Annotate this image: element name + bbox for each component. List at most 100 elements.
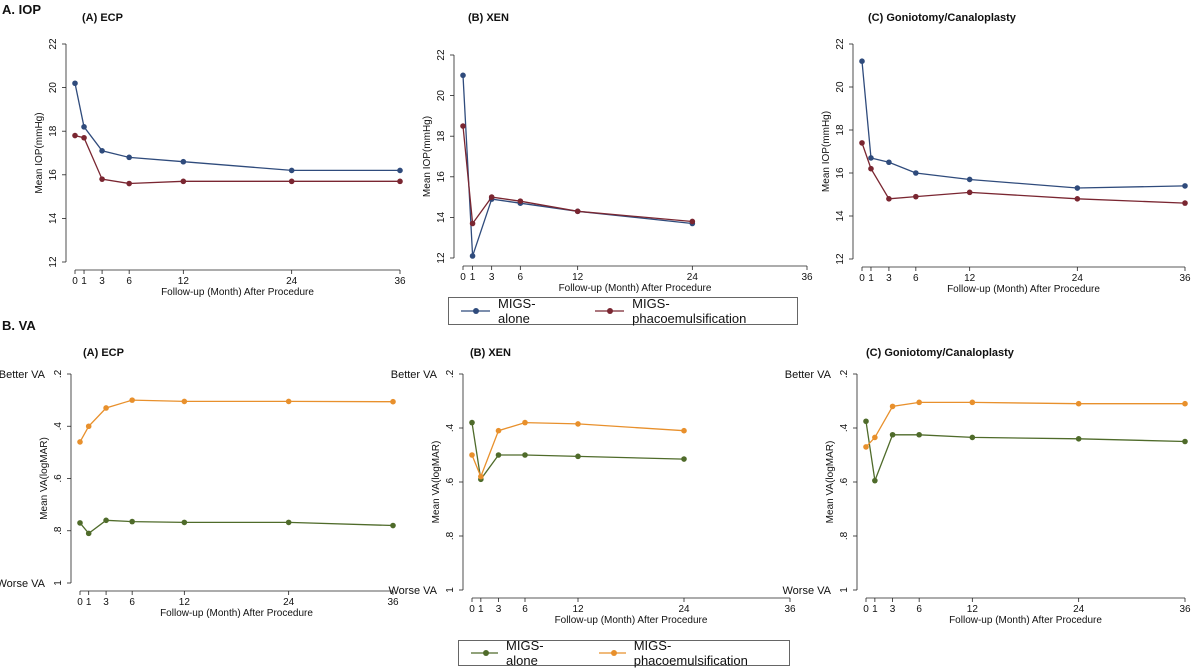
data-point	[488, 194, 495, 200]
x-tick-label: 1	[872, 604, 878, 615]
legend-item-migs-alone: MIGS-alone	[471, 638, 569, 668]
x-tick-label: 3	[890, 604, 896, 615]
data-point	[469, 253, 476, 259]
legend-iop: MIGS-alone MIGS-phacoemulsification	[448, 296, 798, 326]
data-point	[859, 58, 865, 64]
series-line	[861, 61, 1186, 189]
x-tick-label: 6	[913, 273, 919, 284]
x-tick-label: 36	[1179, 273, 1191, 284]
x-tick-label: 6	[522, 604, 528, 615]
x-tick-label: 36	[387, 597, 399, 608]
data-point	[522, 419, 528, 426]
worse-va-label: Worse VA	[389, 585, 438, 597]
series-line	[462, 75, 693, 257]
legend-item-migs-alone: MIGS-alone	[461, 296, 565, 326]
better-va-label: Better VA	[0, 369, 46, 381]
y-tick-label: .8	[53, 526, 64, 535]
data-point	[689, 218, 696, 225]
data-point	[863, 418, 869, 425]
x-tick-label: 0	[72, 276, 78, 287]
x-tick-label: 3	[496, 604, 502, 615]
x-tick-label: 12	[179, 597, 191, 608]
data-point	[969, 399, 976, 406]
data-point	[180, 158, 187, 165]
y-tick-label: 16	[48, 169, 59, 181]
y-axis-label: Mean VA(logMAR)	[431, 441, 442, 524]
y-tick-label: 14	[835, 210, 846, 222]
x-tick-label: 12	[572, 604, 584, 615]
data-point	[180, 178, 187, 185]
data-point	[126, 180, 132, 187]
y-tick-label: 18	[48, 125, 59, 137]
data-point	[868, 155, 874, 161]
data-point	[1182, 183, 1188, 189]
x-tick-label: 36	[1179, 604, 1191, 615]
x-tick-label: 36	[394, 276, 406, 287]
y-tick-label: .6	[445, 477, 456, 486]
x-tick-label: 0	[460, 272, 466, 283]
x-tick-label: 3	[103, 597, 109, 608]
y-tick-label: 12	[436, 252, 447, 264]
data-point	[390, 522, 396, 529]
data-point	[469, 452, 475, 458]
x-tick-label: 24	[678, 604, 690, 615]
data-point	[495, 452, 502, 458]
data-point	[495, 427, 502, 434]
x-axis-label: Follow-up (Month) After Procedure	[559, 283, 712, 294]
data-point	[681, 427, 687, 434]
y-tick-label: .4	[53, 422, 64, 431]
series-line	[861, 142, 1186, 204]
x-tick-label: 36	[784, 604, 796, 615]
y-tick-label: 16	[835, 167, 846, 179]
data-point	[872, 434, 878, 441]
better-va-label: Better VA	[785, 369, 832, 381]
x-tick-label: 0	[469, 604, 475, 615]
data-point	[868, 165, 874, 172]
y-tick-label: .2	[445, 369, 456, 378]
series-line	[865, 421, 1186, 484]
x-tick-label: 24	[283, 597, 295, 608]
x-tick-label: 0	[77, 597, 83, 608]
data-point	[288, 167, 295, 174]
data-point	[574, 208, 581, 215]
series-line	[79, 399, 394, 443]
series-line	[471, 422, 685, 481]
data-point	[969, 434, 976, 441]
x-tick-label: 1	[86, 597, 92, 608]
y-axis-label: Mean VA(logMAR)	[39, 437, 50, 520]
y-tick-label: 12	[835, 253, 846, 265]
y-axis-label: Mean IOP(mmHg)	[34, 112, 45, 193]
x-tick-label: 0	[859, 273, 865, 284]
legend-label: MIGS-alone	[498, 296, 536, 326]
x-tick-label: 24	[286, 276, 298, 287]
data-point	[81, 134, 87, 141]
x-tick-label: 1	[470, 272, 476, 283]
y-tick-label: 1	[445, 587, 456, 593]
data-point	[181, 398, 188, 405]
y-tick-label: 1	[53, 580, 64, 586]
data-point	[103, 405, 109, 411]
y-tick-label: 20	[48, 82, 59, 94]
data-point	[1182, 200, 1188, 206]
data-point	[285, 519, 292, 526]
series-line	[74, 134, 400, 185]
data-point	[1182, 438, 1188, 445]
data-point	[966, 189, 973, 196]
legend-label: MIGS-phacoemulsification	[633, 638, 748, 668]
data-point	[129, 397, 135, 403]
x-tick-label: 12	[964, 273, 976, 284]
y-tick-label: 22	[48, 38, 59, 50]
section-title-va: B. VA	[2, 318, 36, 333]
series-line	[79, 519, 394, 535]
chart-title: (B) XEN	[468, 12, 509, 24]
data-point	[85, 423, 92, 430]
chart-title: (C) Goniotomy/Canaloplasty	[866, 347, 1015, 359]
x-tick-label: 3	[99, 276, 105, 287]
data-point	[575, 453, 581, 460]
data-point	[288, 178, 295, 185]
y-tick-label: 14	[48, 212, 59, 224]
y-axis-label: Mean VA(logMAR)	[825, 441, 836, 524]
x-tick-label: 1	[478, 604, 484, 615]
data-point	[103, 517, 109, 524]
y-tick-label: 22	[436, 49, 447, 61]
